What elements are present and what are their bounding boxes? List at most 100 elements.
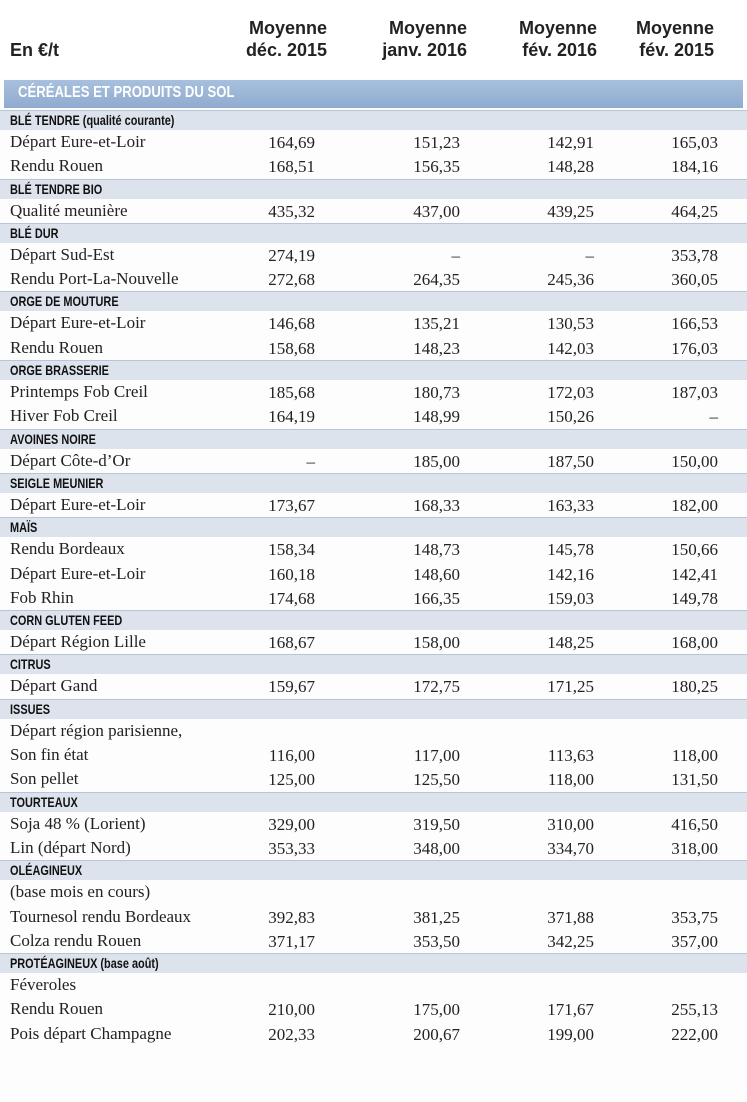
table-row: Départ Sud-Est 274,19 – – 353,78 <box>0 243 747 267</box>
price-cell: 151,23 <box>413 133 460 152</box>
price-cell: 168,51 <box>268 157 315 177</box>
section-label: ORGE DE MOUTURE <box>10 293 119 310</box>
row-label: Départ Côte-d’Or <box>10 450 131 470</box>
price-cell: 125,00 <box>268 770 315 790</box>
price-cell: 148,73 <box>413 540 460 560</box>
section-label: SEIGLE MEUNIER <box>10 474 104 491</box>
table-row: Départ Eure-et-Loir 164,69 151,23 142,91 165… <box>0 130 747 154</box>
price-cell: 159,67 <box>268 677 315 697</box>
price-cell: 439,25 <box>547 201 594 221</box>
price-cell: 185,68 <box>268 383 315 403</box>
price-cell: 164,69 <box>268 133 315 152</box>
section-label: BLÉ DUR <box>10 224 59 241</box>
price-cell: 142,91 <box>547 133 594 152</box>
row-label: Son fin état <box>10 745 89 765</box>
price-cell: 272,68 <box>268 270 315 290</box>
price-cell: 142,41 <box>671 564 718 584</box>
category-band: CÉRÉALES ET PRODUITS DU SOL <box>4 80 743 108</box>
row-label: Départ Eure-et-Loir <box>10 563 146 583</box>
row-label: Tournesol rendu Bordeaux <box>10 906 192 926</box>
price-cell: 165,03 <box>671 133 718 152</box>
row-label: Colza rendu Rouen <box>10 930 142 950</box>
price-cell: 435,32 <box>268 201 315 221</box>
row-label: Rendu Rouen <box>10 337 104 357</box>
price-cell: – <box>585 245 595 265</box>
price-cell: 148,60 <box>413 564 460 584</box>
table-row: Tournesol rendu Bordeaux 392,83 381,25 371,… <box>0 905 747 929</box>
price-cell: 148,25 <box>547 633 594 653</box>
table-row: Son fin état 116,00 117,00 113,63 118,00 <box>0 743 747 767</box>
table-row: Départ Eure-et-Loir 160,18 148,60 142,16 142… <box>0 562 747 586</box>
section-label: ISSUES <box>10 700 51 717</box>
row-label: Départ Sud-Est <box>10 244 115 264</box>
price-cell: 357,00 <box>671 931 718 951</box>
table-row: Soja 48 % (Lorient) 329,00 319,50 310,00 416… <box>0 812 747 836</box>
row-label: Rendu Bordeaux <box>10 539 125 559</box>
price-cell: 310,00 <box>547 814 594 834</box>
table-row: Son pellet 125,00 125,50 118,00 131,50 <box>0 767 747 791</box>
price-cell: 163,33 <box>547 495 594 515</box>
column-header-feb-2016: Moyenne fév. 2016 <box>518 18 597 60</box>
section-header: PROTÉAGINEUX (base août) <box>0 953 747 974</box>
price-cell: 437,00 <box>413 201 460 221</box>
section-header: ISSUES <box>0 698 747 719</box>
table-row: Départ Région Lille 168,67 158,00 148,25 168… <box>0 630 747 654</box>
price-cell: 131,50 <box>671 770 718 790</box>
row-label: Départ Région Lille <box>10 632 146 652</box>
price-cell: 187,03 <box>671 383 718 403</box>
table-row: (base mois en cours) <box>0 880 747 904</box>
price-cell: 156,35 <box>413 157 460 177</box>
column-header-feb-2015: Moyenne fév. 2015 <box>635 18 714 60</box>
section-label: CORN GLUTEN FEED <box>10 612 123 629</box>
price-cell: 274,19 <box>268 245 315 265</box>
price-cell: 158,34 <box>268 540 315 560</box>
section-label: BLÉ TENDRE (qualité courante) <box>10 112 175 128</box>
table-row: Rendu Rouen 168,51 156,35 148,28 184,16 <box>0 154 747 178</box>
price-cell: 135,21 <box>413 314 460 334</box>
price-cell: 116,00 <box>268 746 315 766</box>
price-cell: 158,00 <box>413 633 460 653</box>
table-row: Fob Rhin 174,68 166,35 159,03 149,78 <box>0 586 747 610</box>
price-cell: 187,50 <box>547 451 594 471</box>
row-label: Départ Eure-et-Loir <box>10 132 146 151</box>
price-cell: 353,33 <box>268 838 315 858</box>
price-cell: 158,68 <box>268 338 315 358</box>
row-label: Féveroles <box>10 975 77 995</box>
price-cell: 117,00 <box>413 746 460 766</box>
row-label: Fob Rhin <box>10 587 74 607</box>
price-cell: – <box>451 245 461 265</box>
section-header: ORGE DE MOUTURE <box>0 291 747 312</box>
price-cell: 118,00 <box>671 746 718 766</box>
price-cell: 173,67 <box>268 495 315 515</box>
price-cell: 150,66 <box>671 540 718 560</box>
table-row: Départ région parisienne, <box>0 719 747 743</box>
row-label: Rendu Rouen <box>10 156 104 176</box>
table-row: Féveroles <box>0 973 747 997</box>
section-label: AVOINES NOIRE <box>10 430 96 447</box>
price-cell: 175,00 <box>413 1000 460 1020</box>
price-cell: 353,75 <box>671 907 718 927</box>
price-cell: 371,17 <box>268 931 315 951</box>
section-header: BLÉ TENDRE BIO <box>0 178 747 199</box>
price-cell: 148,99 <box>413 407 460 427</box>
price-cell: 150,26 <box>547 407 594 427</box>
table-row: Qualité meunière 435,32 437,00 439,25 464,25 <box>0 199 747 223</box>
price-cell: 150,00 <box>671 451 718 471</box>
column-header-dec-2015: Moyenne déc. 2015 <box>245 18 327 60</box>
price-cell: 168,33 <box>413 495 460 515</box>
price-cell: 172,03 <box>547 383 594 403</box>
price-cell: 113,63 <box>547 746 594 766</box>
table-row: Rendu Rouen 210,00 175,00 171,67 255,13 <box>0 997 747 1021</box>
table-row: Rendu Rouen 158,68 148,23 142,03 176,03 <box>0 336 747 360</box>
table-row: Départ Eure-et-Loir 173,67 168,33 163,33 182… <box>0 493 747 517</box>
price-cell: 184,16 <box>671 157 718 177</box>
table-row: Hiver Fob Creil 164,19 148,99 150,26 – <box>0 404 747 428</box>
price-cell: 353,78 <box>671 245 718 265</box>
row-label: Départ Eure-et-Loir <box>10 494 146 514</box>
price-cell: 182,00 <box>671 495 718 515</box>
row-label: Soja 48 % (Lorient) <box>10 813 146 833</box>
section-header: MAÏS <box>0 517 747 538</box>
price-cell: 168,67 <box>268 633 315 653</box>
price-cell: 348,00 <box>413 838 460 858</box>
section-header: SEIGLE MEUNIER <box>0 472 747 493</box>
